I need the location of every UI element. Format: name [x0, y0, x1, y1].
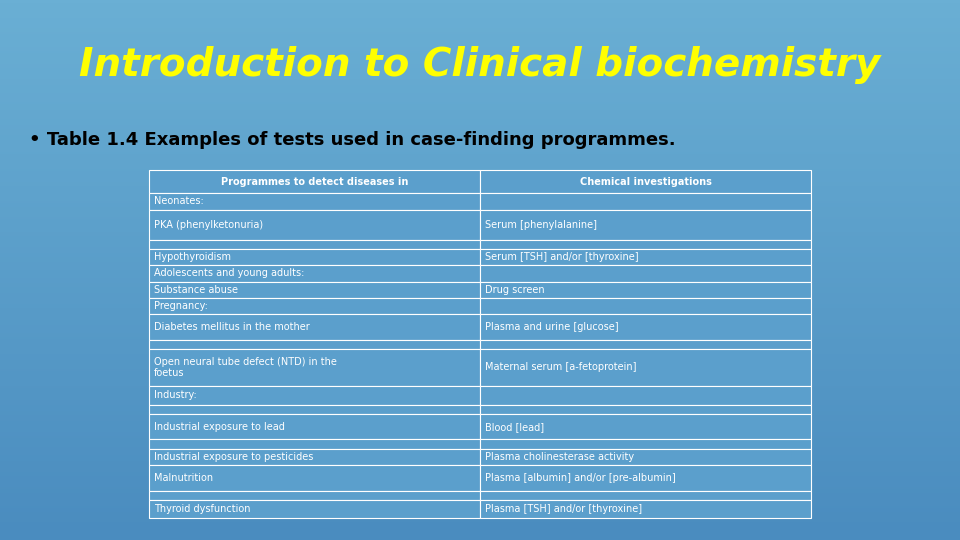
Text: Serum [phenylalanine]: Serum [phenylalanine]: [485, 220, 597, 229]
Text: Plasma [TSH] and/or [thyroxine]: Plasma [TSH] and/or [thyroxine]: [485, 504, 642, 514]
Bar: [149, 465, 480, 490]
Bar: [480, 298, 811, 314]
Text: Adolescents and young adults:: Adolescents and young adults:: [154, 268, 304, 279]
Bar: [149, 500, 480, 518]
Bar: [149, 210, 480, 240]
Bar: [149, 298, 480, 314]
Bar: [149, 170, 480, 193]
Text: Neonates:: Neonates:: [154, 197, 204, 206]
Bar: [480, 340, 811, 349]
Text: Plasma and urine [glucose]: Plasma and urine [glucose]: [485, 322, 618, 332]
Text: Blood [lead]: Blood [lead]: [485, 422, 544, 431]
Text: Open neural tube defect (NTD) in the
foetus: Open neural tube defect (NTD) in the foe…: [154, 357, 336, 378]
Text: • Table 1.4 Examples of tests used in case-finding programmes.: • Table 1.4 Examples of tests used in ca…: [29, 131, 676, 150]
Text: Pregnancy:: Pregnancy:: [154, 301, 207, 311]
Bar: [149, 349, 480, 386]
Bar: [480, 249, 811, 265]
Bar: [480, 170, 811, 193]
Text: Introduction to Clinical biochemistry: Introduction to Clinical biochemistry: [80, 46, 880, 84]
Bar: [149, 249, 480, 265]
Bar: [149, 440, 480, 449]
Text: Serum [TSH] and/or [thyroxine]: Serum [TSH] and/or [thyroxine]: [485, 252, 638, 262]
Bar: [480, 465, 811, 490]
Bar: [480, 404, 811, 414]
Bar: [480, 490, 811, 500]
Bar: [149, 193, 480, 210]
Text: Plasma [albumin] and/or [pre-albumin]: Plasma [albumin] and/or [pre-albumin]: [485, 472, 676, 483]
Text: PKA (phenylketonuria): PKA (phenylketonuria): [154, 220, 263, 229]
Bar: [480, 414, 811, 440]
Bar: [149, 490, 480, 500]
Bar: [480, 386, 811, 404]
Text: Chemical investigations: Chemical investigations: [580, 177, 711, 187]
Bar: [149, 449, 480, 465]
Bar: [149, 314, 480, 340]
Bar: [480, 440, 811, 449]
Text: Diabetes mellitus in the mother: Diabetes mellitus in the mother: [154, 322, 309, 332]
Text: Maternal serum [a-fetoprotein]: Maternal serum [a-fetoprotein]: [485, 362, 636, 373]
Bar: [149, 240, 480, 249]
Bar: [480, 240, 811, 249]
Bar: [480, 281, 811, 298]
Bar: [480, 265, 811, 281]
Bar: [149, 265, 480, 281]
Bar: [149, 386, 480, 404]
Bar: [149, 281, 480, 298]
Text: Industry:: Industry:: [154, 390, 197, 400]
Text: Programmes to detect diseases in: Programmes to detect diseases in: [221, 177, 408, 187]
Text: Plasma cholinesterase activity: Plasma cholinesterase activity: [485, 452, 634, 462]
Text: Malnutrition: Malnutrition: [154, 472, 213, 483]
Bar: [480, 349, 811, 386]
Bar: [480, 314, 811, 340]
Bar: [149, 340, 480, 349]
Text: Substance abuse: Substance abuse: [154, 285, 238, 295]
Text: Industrial exposure to lead: Industrial exposure to lead: [154, 422, 284, 431]
Bar: [149, 404, 480, 414]
Text: Hypothyroidism: Hypothyroidism: [154, 252, 230, 262]
Text: Drug screen: Drug screen: [485, 285, 544, 295]
Text: Thyroid dysfunction: Thyroid dysfunction: [154, 504, 251, 514]
Text: Industrial exposure to pesticides: Industrial exposure to pesticides: [154, 452, 313, 462]
Bar: [149, 414, 480, 440]
Bar: [480, 193, 811, 210]
Bar: [480, 449, 811, 465]
Bar: [480, 210, 811, 240]
Bar: [480, 500, 811, 518]
